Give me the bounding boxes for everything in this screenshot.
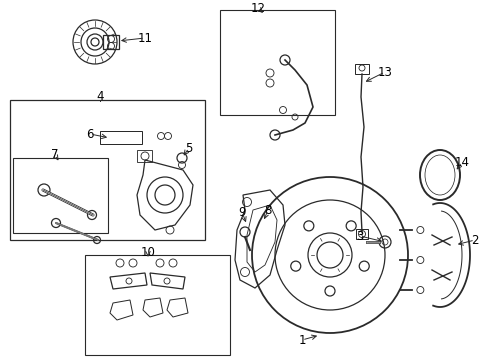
Text: 3: 3 — [356, 230, 364, 243]
Text: 11: 11 — [138, 31, 152, 45]
Bar — [10, 100, 205, 240]
Text: 14: 14 — [455, 156, 469, 168]
Text: 10: 10 — [141, 246, 155, 258]
Text: 5: 5 — [185, 141, 193, 154]
Text: 12: 12 — [250, 1, 266, 14]
Bar — [355, 64, 369, 74]
Text: 13: 13 — [378, 66, 392, 78]
Text: 4: 4 — [96, 90, 104, 104]
Bar — [220, 10, 335, 115]
Bar — [356, 229, 368, 239]
Bar — [100, 131, 142, 144]
Text: 2: 2 — [471, 234, 479, 247]
Text: 6: 6 — [86, 127, 94, 140]
Text: 9: 9 — [238, 206, 246, 219]
Bar — [137, 150, 152, 162]
Bar — [103, 35, 119, 49]
Bar — [13, 158, 108, 233]
Text: 8: 8 — [264, 203, 271, 216]
Text: 1: 1 — [298, 333, 306, 346]
Text: 7: 7 — [51, 148, 59, 162]
Bar — [85, 255, 230, 355]
